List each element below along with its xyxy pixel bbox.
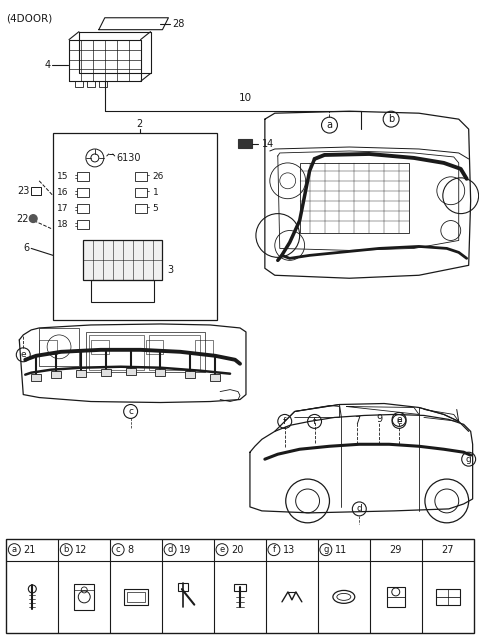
Bar — [51, 371, 61, 378]
Text: e: e — [219, 545, 225, 554]
Text: f: f — [313, 417, 316, 426]
Bar — [74, 584, 94, 610]
Text: 12: 12 — [75, 544, 87, 555]
Text: (4DOOR): (4DOOR) — [6, 14, 53, 24]
Bar — [436, 589, 460, 605]
Text: 15: 15 — [57, 173, 69, 181]
Text: 27: 27 — [442, 544, 454, 555]
Text: g: g — [323, 545, 328, 554]
Text: 10: 10 — [239, 93, 252, 104]
Text: 6130: 6130 — [117, 153, 141, 163]
Bar — [76, 370, 86, 376]
Bar — [185, 371, 195, 378]
Bar — [145, 340, 164, 354]
Text: a: a — [12, 545, 17, 554]
Bar — [134, 204, 146, 213]
Circle shape — [29, 215, 37, 222]
Text: 2: 2 — [136, 119, 143, 129]
Text: 22: 22 — [17, 213, 29, 224]
Bar — [91, 281, 155, 302]
Text: b: b — [63, 545, 69, 554]
Text: d: d — [168, 545, 173, 554]
Bar — [39, 328, 79, 366]
Bar — [77, 172, 89, 181]
Text: 14: 14 — [262, 139, 274, 149]
Bar — [387, 587, 405, 607]
Bar — [77, 204, 89, 213]
Bar — [238, 139, 252, 148]
Bar — [83, 240, 162, 281]
Bar — [77, 220, 89, 229]
Text: g: g — [466, 455, 471, 464]
Bar — [134, 172, 146, 181]
Bar — [86, 332, 205, 372]
Bar — [77, 188, 89, 197]
Text: 11: 11 — [335, 544, 347, 555]
Text: a: a — [326, 120, 333, 130]
Bar — [31, 374, 41, 381]
Text: 18: 18 — [57, 220, 69, 229]
Bar — [99, 81, 107, 88]
Text: 29: 29 — [390, 544, 402, 555]
Text: 16: 16 — [57, 189, 69, 197]
Text: 7: 7 — [354, 417, 360, 426]
Text: 6: 6 — [23, 243, 29, 254]
Text: e: e — [396, 415, 402, 424]
Text: f: f — [273, 545, 276, 554]
Bar — [156, 369, 166, 376]
Text: 9: 9 — [376, 415, 382, 424]
Text: f: f — [283, 417, 287, 426]
Text: 1: 1 — [153, 189, 158, 197]
Bar — [101, 369, 111, 376]
Bar — [178, 583, 188, 591]
Text: 23: 23 — [17, 186, 29, 196]
Bar — [126, 367, 136, 374]
Text: 5: 5 — [153, 204, 158, 213]
Text: e: e — [396, 417, 402, 426]
Text: 13: 13 — [283, 544, 295, 555]
Bar — [6, 539, 474, 633]
Bar — [134, 188, 146, 197]
Bar — [234, 584, 246, 591]
Bar — [75, 81, 83, 88]
Text: e: e — [21, 350, 26, 359]
Text: d: d — [357, 504, 362, 513]
Bar — [39, 340, 57, 354]
Text: 17: 17 — [57, 204, 69, 213]
Bar — [91, 340, 109, 354]
Bar — [127, 592, 145, 602]
Bar — [148, 335, 200, 370]
Text: 26: 26 — [153, 173, 164, 181]
Text: 19: 19 — [179, 544, 191, 555]
Text: c: c — [116, 545, 120, 554]
Text: 28: 28 — [172, 19, 185, 29]
Text: 20: 20 — [231, 544, 243, 555]
Text: 8: 8 — [127, 544, 133, 555]
Bar — [89, 335, 144, 370]
Text: 3: 3 — [168, 265, 174, 275]
Bar — [87, 81, 95, 88]
Bar — [124, 589, 148, 605]
Bar — [210, 374, 220, 381]
Bar — [300, 163, 409, 233]
Text: b: b — [388, 114, 394, 124]
Text: c: c — [128, 407, 133, 416]
Bar — [53, 133, 217, 320]
Text: 21: 21 — [23, 544, 36, 555]
Bar — [31, 187, 41, 195]
Text: 4: 4 — [45, 61, 51, 70]
Bar — [195, 340, 213, 354]
